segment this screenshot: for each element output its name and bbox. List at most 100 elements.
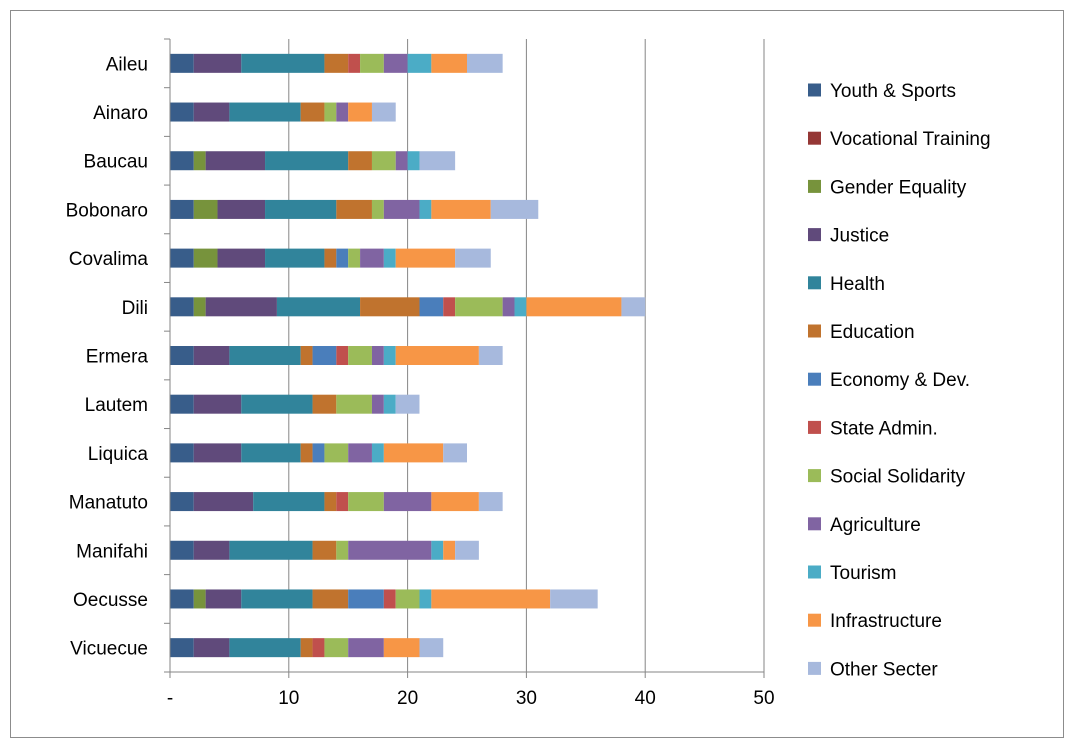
bar-ermera-8 [336,346,348,365]
bar-dili-3 [194,297,206,316]
bar-ainaro-4 [194,103,230,122]
bar-oecusse-12 [431,589,550,608]
category-label: Ainaro [93,103,148,124]
bar-baucau-1 [170,151,194,170]
legend-label: Social Solidarity [830,467,966,488]
legend-label: Other Secter [830,659,938,680]
bar-manatuto-5 [253,492,324,511]
bar-aileu-8 [348,54,360,73]
bar-baucau-3 [194,151,206,170]
bar-ainaro-6 [301,103,325,122]
bar-vicuecue-6 [301,638,313,657]
legend-label: Infrastructure [830,611,942,632]
x-tick-label: 10 [278,688,299,709]
bar-ainaro-9 [324,103,336,122]
legend-label: Economy & Dev. [830,370,970,391]
bar-dili-10 [503,297,515,316]
bar-dili-1 [170,297,194,316]
bar-vicuecue-13 [419,638,443,657]
x-tick-label: 50 [753,688,774,709]
bar-ermera-9 [348,346,372,365]
bar-manatuto-10 [384,492,432,511]
bar-ainaro-12 [348,103,372,122]
bar-vicuecue-12 [384,638,420,657]
category-label: Aileu [106,54,148,75]
bar-manatuto-9 [348,492,384,511]
bar-baucau-4 [206,151,265,170]
bar-oecusse-8 [384,589,396,608]
bar-manifahi-5 [229,541,312,560]
bar-bobonaro-4 [218,200,266,219]
bar-baucau-10 [396,151,408,170]
bar-oecusse-6 [313,589,349,608]
legend-label: Gender Equality [830,177,967,198]
category-label: Manatuto [69,493,148,514]
legend-swatch [808,517,821,530]
bar-liquica-5 [241,443,300,462]
bar-vicuecue-4 [194,638,230,657]
bar-vicuecue-10 [348,638,384,657]
legend-swatch [808,421,821,434]
chart-frame: Aileu Ainaro Baucau Bobonaro Covalima Dili Erm… [10,10,1064,738]
category-label: Ermera [86,347,149,368]
bar-bobonaro-12 [431,200,490,219]
legend-swatch [808,180,821,193]
bar-vicuecue-8 [313,638,325,657]
bar-baucau-9 [372,151,396,170]
legend-label: Tourism [830,563,897,584]
bar-ermera-5 [229,346,300,365]
axes: Aileu Ainaro Baucau Bobonaro Covalima Dili Erm… [66,39,775,709]
bar-aileu-11 [408,54,432,73]
bar-manifahi-11 [431,541,443,560]
bar-ainaro-1 [170,103,194,122]
bar-oecusse-7 [348,589,384,608]
bar-oecusse-9 [396,589,420,608]
bar-vicuecue-1 [170,638,194,657]
bar-manatuto-1 [170,492,194,511]
bar-lautem-6 [313,395,337,414]
bar-liquica-13 [443,443,467,462]
bar-manatuto-12 [431,492,479,511]
bar-manifahi-9 [336,541,348,560]
legend-swatch [808,228,821,241]
legend-swatch [808,614,821,627]
legend-label: State Admin. [830,418,938,439]
bar-aileu-9 [360,54,384,73]
legend-label: Health [830,274,885,295]
legend-swatch [808,132,821,145]
bar-ermera-4 [194,346,230,365]
category-label: Covalima [69,249,149,270]
stacked-bar-chart: Aileu Ainaro Baucau Bobonaro Covalima Dili Erm… [11,11,1063,737]
category-label: Dili [122,298,148,319]
bar-oecusse-5 [241,589,312,608]
x-tick-label: 30 [516,688,537,709]
category-label: Vicuecue [70,639,148,660]
bar-dili-11 [515,297,527,316]
bar-lautem-5 [241,395,312,414]
legend-swatch [808,662,821,675]
bar-covalima-6 [324,249,336,268]
legend-swatch [808,276,821,289]
bar-manatuto-13 [479,492,503,511]
bar-bobonaro-11 [419,200,431,219]
legend-swatch [808,469,821,482]
bar-manifahi-13 [455,541,479,560]
bar-manifahi-6 [313,541,337,560]
bar-ermera-7 [313,346,337,365]
bar-ermera-6 [301,346,313,365]
bar-dili-4 [206,297,277,316]
bar-bobonaro-1 [170,200,194,219]
bar-lautem-10 [372,395,384,414]
bar-dili-5 [277,297,360,316]
bar-manatuto-8 [336,492,348,511]
bar-dili-13 [621,297,645,316]
bar-oecusse-11 [419,589,431,608]
bar-lautem-1 [170,395,194,414]
bar-dili-9 [455,297,503,316]
bar-covalima-3 [194,249,218,268]
bar-liquica-10 [348,443,372,462]
bar-aileu-13 [467,54,503,73]
bar-aileu-5 [241,54,324,73]
bar-lautem-9 [336,395,372,414]
bar-ainaro-5 [229,103,300,122]
